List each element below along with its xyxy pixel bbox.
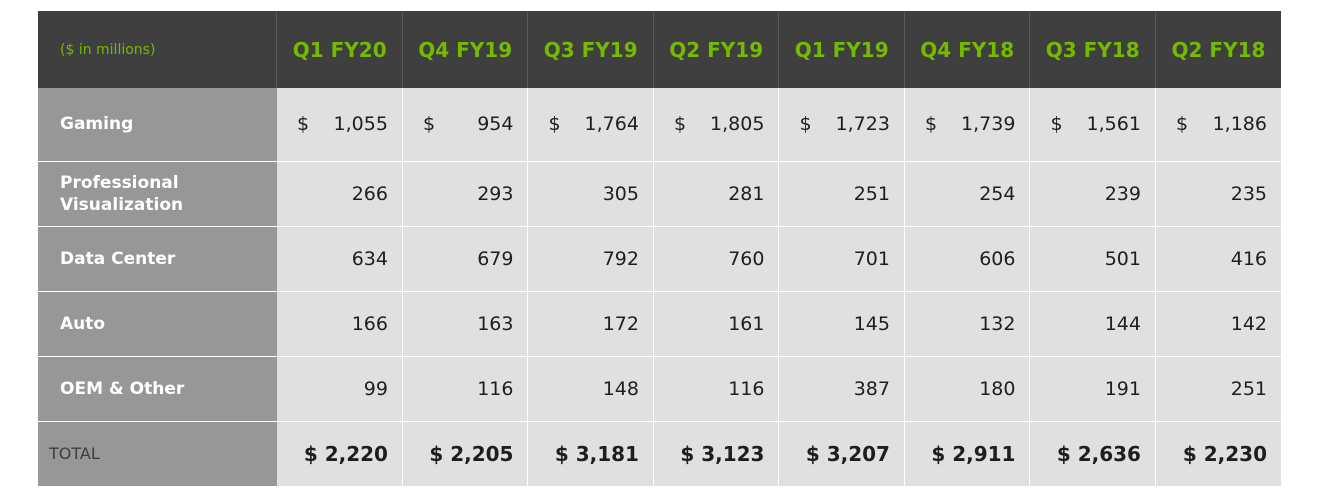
revenue-table: ($ in millions) Q1 FY20 Q4 FY19 Q3 FY19 … xyxy=(38,11,1281,486)
value-cell: 99 xyxy=(276,356,403,422)
total-cell: $ 3,123 xyxy=(653,421,780,486)
value-cell: 251 xyxy=(1155,356,1281,422)
value-cell: 501 xyxy=(1029,226,1156,292)
value-cell: $1,764 xyxy=(527,88,654,162)
currency-symbol: $ xyxy=(296,113,310,136)
value-cell: 116 xyxy=(402,356,529,422)
quarter-header: Q3 FY19 xyxy=(527,11,654,88)
value-cell: 166 xyxy=(276,291,403,357)
table-row-auto: Auto 166 163 172 161 145 132 144 142 xyxy=(38,291,1281,357)
value-cell: 416 xyxy=(1155,226,1281,292)
value: 1,723 xyxy=(835,113,890,136)
table-row-total: TOTAL $ 2,220 $ 2,205 $ 3,181 $ 3,123 $ … xyxy=(38,421,1281,486)
value-cell: 163 xyxy=(402,291,529,357)
value: 1,055 xyxy=(333,113,388,136)
value-cell: $1,805 xyxy=(653,88,780,162)
quarter-header: Q2 FY19 xyxy=(653,11,780,88)
value-cell: 251 xyxy=(778,161,905,227)
segment-label: Data Center xyxy=(38,226,277,292)
header-row: ($ in millions) Q1 FY20 Q4 FY19 Q3 FY19 … xyxy=(38,11,1281,88)
table-row-gaming: Gaming $1,055 $954 $1,764 $1,805 $1,723 … xyxy=(38,88,1281,162)
quarter-header: Q1 FY20 xyxy=(276,11,403,88)
value-cell: 180 xyxy=(904,356,1031,422)
value-cell: 387 xyxy=(778,356,905,422)
value-cell: 254 xyxy=(904,161,1031,227)
value-cell: 239 xyxy=(1029,161,1156,227)
quarter-header: Q4 FY19 xyxy=(402,11,529,88)
value-cell: 679 xyxy=(402,226,529,292)
value: 1,764 xyxy=(584,113,639,136)
table-row-oem-other: OEM & Other 99 116 148 116 387 180 191 2… xyxy=(38,356,1281,422)
currency-symbol: $ xyxy=(548,113,561,136)
currency-symbol: $ xyxy=(1050,113,1063,136)
value-cell: 161 xyxy=(653,291,780,357)
value: 954 xyxy=(477,113,514,136)
value-cell: 142 xyxy=(1155,291,1281,357)
segment-label: Professional Visualization xyxy=(38,161,277,227)
currency-symbol: $ xyxy=(799,113,812,136)
value-cell: 760 xyxy=(653,226,780,292)
value-cell: 281 xyxy=(653,161,780,227)
value-cell: 634 xyxy=(276,226,403,292)
table-row-professional-visualization: Professional Visualization 266 293 305 2… xyxy=(38,161,1281,227)
value-cell: $954 xyxy=(402,88,529,162)
value-cell: $1,561 xyxy=(1029,88,1156,162)
total-cell: $ 2,230 xyxy=(1155,421,1281,486)
total-cell: $ 2,220 xyxy=(276,421,403,486)
segment-label: OEM & Other xyxy=(38,356,277,422)
value-cell: 701 xyxy=(778,226,905,292)
currency-symbol: $ xyxy=(673,113,687,136)
value-cell: 305 xyxy=(527,161,654,227)
value-cell: 132 xyxy=(904,291,1031,357)
value-cell: $1,723 xyxy=(778,88,905,162)
table-row-data-center: Data Center 634 679 792 760 701 606 501 … xyxy=(38,226,1281,292)
segment-label: Gaming xyxy=(38,88,277,162)
quarter-header: Q3 FY18 xyxy=(1029,11,1156,88)
total-cell: $ 3,181 xyxy=(527,421,654,486)
value: 1,805 xyxy=(710,113,765,136)
total-label: TOTAL xyxy=(38,421,277,486)
currency-symbol: $ xyxy=(422,113,436,136)
value: 1,561 xyxy=(1086,113,1141,136)
value: 1,739 xyxy=(961,113,1016,136)
value-cell: 144 xyxy=(1029,291,1156,357)
total-cell: $ 2,911 xyxy=(904,421,1031,486)
value: 1,186 xyxy=(1212,113,1267,136)
value-cell: 235 xyxy=(1155,161,1281,227)
units-label: ($ in millions) xyxy=(38,11,278,88)
value-cell: 606 xyxy=(904,226,1031,292)
segment-label: Auto xyxy=(38,291,277,357)
value-cell: 116 xyxy=(653,356,780,422)
currency-symbol: $ xyxy=(1175,113,1189,136)
value-cell: 293 xyxy=(402,161,529,227)
value-cell: 172 xyxy=(527,291,654,357)
currency-symbol: $ xyxy=(924,113,938,136)
value-cell: $1,055 xyxy=(276,88,403,162)
value-cell: 266 xyxy=(276,161,403,227)
quarter-header: Q1 FY19 xyxy=(778,11,905,88)
quarter-header: Q4 FY18 xyxy=(904,11,1031,88)
value-cell: 145 xyxy=(778,291,905,357)
value-cell: 792 xyxy=(527,226,654,292)
value-cell: $1,186 xyxy=(1155,88,1281,162)
total-cell: $ 3,207 xyxy=(778,421,905,486)
value-cell: $1,739 xyxy=(904,88,1031,162)
value-cell: 148 xyxy=(527,356,654,422)
total-cell: $ 2,636 xyxy=(1029,421,1156,486)
total-cell: $ 2,205 xyxy=(402,421,529,486)
value-cell: 191 xyxy=(1029,356,1156,422)
quarter-header: Q2 FY18 xyxy=(1155,11,1281,88)
